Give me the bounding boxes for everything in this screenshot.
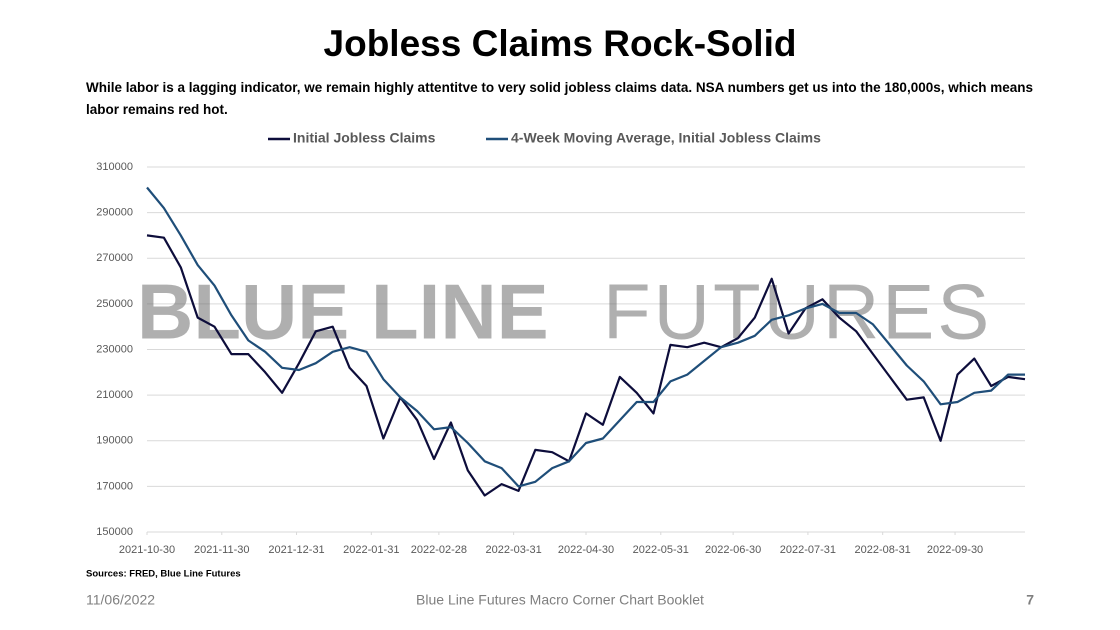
y-tick-label: 290000 (96, 207, 133, 219)
footer-title: Blue Line Futures Macro Corner Chart Boo… (416, 592, 704, 608)
y-tick-label: 210000 (96, 389, 133, 401)
y-tick-label: 270000 (96, 252, 133, 264)
y-tick-label: 230000 (96, 343, 133, 355)
series-line (146, 234, 1026, 497)
x-tick-label: 2021-11-30 (194, 544, 249, 556)
y-tick-label: 310000 (96, 161, 133, 173)
legend-label: Initial Jobless Claims (293, 130, 436, 146)
y-tick-label: 250000 (96, 298, 133, 310)
x-tick-label: 2022-05-31 (633, 544, 689, 556)
legend-label: 4-Week Moving Average, Initial Jobless C… (511, 130, 821, 146)
x-tick-label: 2021-10-30 (119, 544, 175, 556)
source: Sources: FRED, Blue Line Futures (86, 569, 241, 580)
x-tick-label: 2022-04-30 (558, 544, 614, 556)
watermark: BLUE LINE FUTURES (137, 268, 989, 356)
x-tick-label: 2022-03-31 (485, 544, 541, 556)
series-line (146, 186, 1025, 488)
chart-title: Jobless Claims Rock-Solid (324, 23, 797, 64)
x-tick-label: 2021-12-31 (268, 544, 324, 556)
y-tick-label: 170000 (96, 480, 133, 492)
x-tick-label: 2022-02-28 (411, 544, 467, 556)
subtitle: While labor is a lagging indicator, we r… (86, 80, 1034, 117)
page-number: 7 (1026, 592, 1034, 608)
watermark-bold: BLUE LINE (137, 268, 549, 356)
y-tick-label: 150000 (96, 526, 133, 538)
x-tick-label: 2022-06-30 (705, 544, 761, 556)
x-tick-label: 2022-08-31 (855, 544, 911, 556)
y-tick-label: 190000 (96, 435, 133, 447)
x-tick-label: 2022-01-31 (343, 544, 399, 556)
x-tick-label: 2022-09-30 (927, 544, 983, 556)
x-tick-label: 2022-07-31 (780, 544, 836, 556)
footer-date: 11/06/2022 (86, 592, 155, 608)
